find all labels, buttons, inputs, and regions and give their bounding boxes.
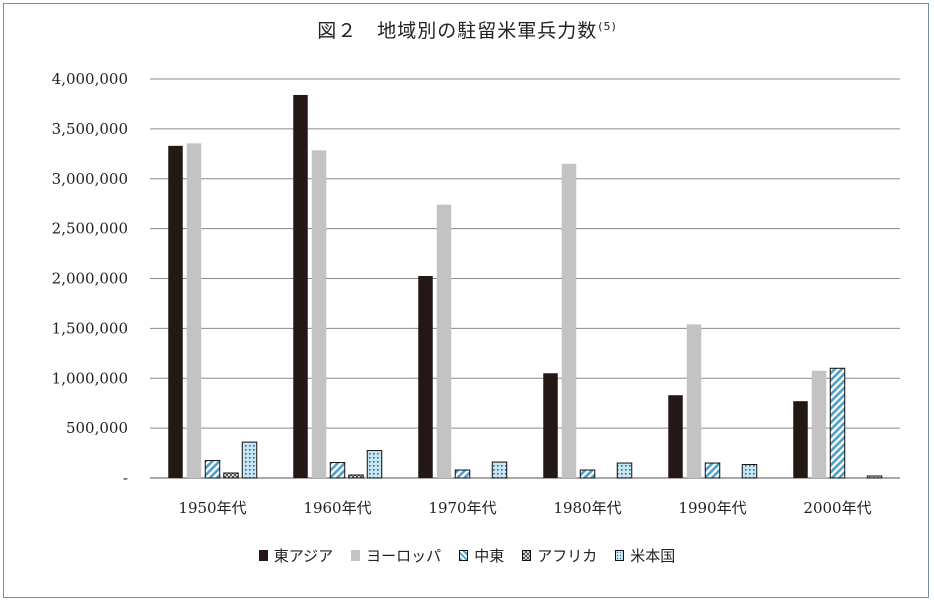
bar-ヨーロッパ-2000年代: [811, 370, 827, 478]
legend-item: 東アジア: [258, 545, 334, 566]
bar-東アジア-1960年代: [293, 94, 308, 479]
legend-item: ヨーロッパ: [351, 545, 441, 566]
y-tick-label: 4,000,000: [52, 70, 128, 88]
bar-ヨーロッパ-1990年代: [686, 324, 702, 478]
bar-東アジア-1950年代: [168, 145, 183, 478]
y-tick-label: 1,000,000: [52, 369, 128, 387]
legend-swatch: [522, 550, 532, 561]
legend-label: アフリカ: [537, 547, 598, 565]
bar-東アジア-1980年代: [543, 373, 558, 478]
bar-米本国-1980年代: [616, 462, 633, 479]
bar-ヨーロッパ-1960年代: [311, 150, 327, 479]
figure-frame: [3, 3, 929, 598]
chart-title-footnote: (5): [598, 19, 617, 33]
bars: [168, 94, 883, 479]
bar-中東-1950年代: [204, 460, 221, 479]
bar-米本国-2000年代: [866, 475, 883, 479]
legend-item: アフリカ: [522, 545, 597, 566]
bar-中東-1960年代: [329, 462, 346, 479]
y-tick-label: 2,000,000: [52, 270, 128, 288]
legend-label: 中東: [474, 547, 505, 565]
bar-ヨーロッパ-1980年代: [561, 163, 577, 478]
y-tick-label: 3,000,000: [52, 170, 128, 188]
bar-東アジア-1970年代: [418, 276, 433, 478]
x-tick-label: 1960年代: [303, 499, 371, 517]
legend-label: ヨーロッパ: [366, 547, 442, 565]
y-tick-label: 1,500,000: [52, 319, 128, 337]
bar-中東-2000年代: [829, 367, 846, 479]
bar-米本国-1970年代: [491, 461, 508, 479]
x-axis-ticks: 1950年代 1960年代 1970年代 1980年代 1990年代 2000年代: [178, 499, 871, 517]
bar-アフリカ-1960年代: [348, 474, 364, 479]
bar-米本国-1950年代: [241, 441, 258, 479]
bar-中東-1970年代: [454, 469, 471, 479]
bar-アフリカ-1950年代: [223, 472, 239, 479]
legend-swatch: [615, 550, 625, 561]
bar-ヨーロッパ-1970年代: [436, 204, 452, 478]
bar-米本国-1990年代: [741, 464, 758, 479]
bar-中東-1980年代: [579, 469, 596, 479]
legend-swatch: [351, 550, 361, 561]
x-tick-label: 1990年代: [678, 499, 746, 517]
legend-label: 米本国: [630, 547, 676, 565]
legend-label: 東アジア: [273, 547, 334, 565]
legend-swatch: [459, 550, 469, 561]
x-tick-label: 2000年代: [803, 499, 871, 517]
legend-item: 米本国: [615, 545, 675, 566]
y-tick-label: 2,500,000: [52, 220, 128, 238]
bar-東アジア-1990年代: [668, 395, 683, 478]
legend-swatch: [258, 550, 268, 561]
x-tick-label: 1970年代: [428, 499, 496, 517]
x-tick-label: 1950年代: [178, 499, 246, 517]
chart-title-text: 図２ 地域別の駐留米軍兵力数: [317, 20, 598, 42]
bar-ヨーロッパ-1950年代: [186, 143, 202, 478]
y-tick-label: 3,500,000: [52, 120, 128, 138]
legend-item: 中東: [459, 545, 504, 566]
y-tick-label: -: [123, 469, 128, 487]
y-tick-label: 500,000: [66, 419, 128, 437]
bar-東アジア-2000年代: [793, 401, 808, 478]
chart-title: 図２ 地域別の駐留米軍兵力数(5): [0, 16, 934, 43]
gridlines: [150, 78, 900, 479]
y-axis-ticks: - 500,000 1,000,000 1,500,000 2,000,000 2,500…: [52, 70, 128, 487]
legend: 東アジア ヨーロッパ 中東 アフリカ 米本国: [0, 545, 934, 566]
bar-米本国-1960年代: [366, 450, 383, 479]
bar-中東-1990年代: [704, 462, 721, 479]
x-tick-label: 1980年代: [553, 499, 621, 517]
